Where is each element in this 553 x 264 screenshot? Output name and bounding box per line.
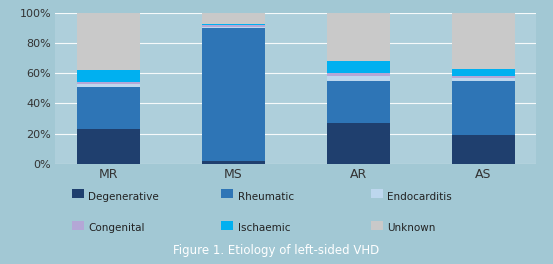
Text: Degenerative: Degenerative (88, 192, 159, 202)
Bar (202, 25, 265, 27)
Bar (327, 81, 389, 123)
Bar (77, 129, 140, 164)
Bar (452, 69, 514, 76)
Bar (452, 13, 514, 69)
Bar (77, 84, 140, 87)
Text: Unknown: Unknown (387, 223, 435, 233)
Bar (327, 76, 389, 81)
Bar (327, 61, 389, 73)
Bar (77, 13, 140, 70)
Text: Congenital: Congenital (88, 223, 145, 233)
Bar (202, 24, 265, 25)
Bar (452, 76, 514, 78)
Bar (452, 135, 514, 164)
Bar (202, 161, 265, 164)
Bar (202, 27, 265, 28)
Bar (77, 70, 140, 82)
Bar (452, 81, 514, 135)
Bar (327, 13, 389, 61)
Bar (452, 78, 514, 81)
Bar (202, 28, 265, 161)
Bar (77, 82, 140, 84)
Bar (202, 13, 265, 24)
Bar (327, 123, 389, 164)
Text: Ischaemic: Ischaemic (238, 223, 290, 233)
Text: Endocarditis: Endocarditis (387, 192, 452, 202)
Text: Figure 1. Etiology of left-sided VHD: Figure 1. Etiology of left-sided VHD (174, 244, 379, 257)
Text: Rheumatic: Rheumatic (238, 192, 294, 202)
Bar (77, 87, 140, 129)
Bar (327, 73, 389, 76)
